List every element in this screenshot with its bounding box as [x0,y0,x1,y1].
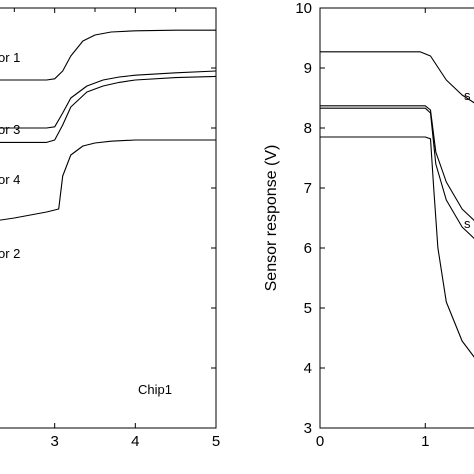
left-chart-panel: 3 4 5 or 1 or 3 or 4 or 2 Chip1 [0,7,220,450]
series-line [0,139,216,221]
series-label: s [464,88,471,103]
y-tick-label: 6 [304,240,312,257]
left-plot-frame [0,7,217,429]
series-line [0,75,217,143]
series-line [0,29,216,81]
series-line [320,105,474,222]
y-tick-label: 5 [304,300,312,317]
series-label: s [464,216,471,231]
y-tick-label: 7 [304,180,312,197]
series-line [320,51,474,104]
right-plot-frame [319,7,474,429]
series-label: or 1 [0,50,20,65]
x-tick-label: 0 [316,433,324,450]
chip-annotation: Chip1 [138,382,172,397]
x-tick-label: 3 [50,433,58,450]
series-label: or 3 [0,122,20,137]
y-tick-label: 8 [304,120,312,137]
y-tick-label: 4 [304,360,312,377]
x-tick-label: 5 [212,433,220,450]
series-line [320,136,474,358]
x-tick-label: 4 [131,433,139,450]
series-line [320,107,474,240]
y-tick-label: 10 [295,0,312,17]
series-line [0,70,217,129]
y-axis-label: Sensor response (V) [263,145,280,292]
x-tick-label: 1 [421,433,429,450]
y-tick-label: 3 [304,420,312,437]
series-label: or 2 [0,246,20,261]
y-tick-label: 9 [304,60,312,77]
right-chart-panel: 3 4 5 6 7 8 9 10 0 1 s s Sensor response (V) [263,0,474,450]
series-label: or 4 [0,172,20,187]
